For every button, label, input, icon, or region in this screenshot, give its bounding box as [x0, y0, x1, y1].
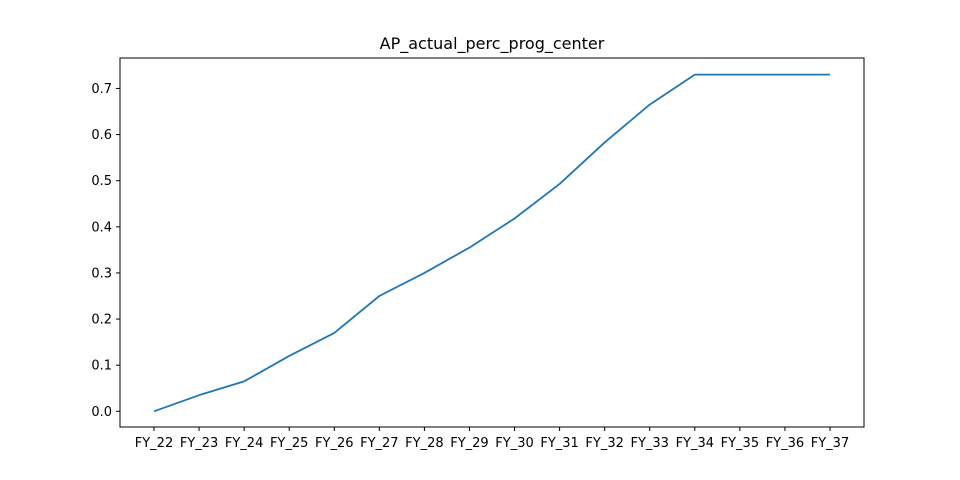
x-tick-label: FY_27	[360, 436, 398, 451]
x-tick-label: FY_26	[315, 436, 353, 451]
chart-title: AP_actual_perc_prog_center	[380, 34, 605, 54]
x-tick-label: FY_22	[135, 436, 173, 451]
x-tick-label: FY_32	[585, 436, 623, 451]
y-tick-label: 0.4	[91, 220, 112, 235]
x-tick-label: FY_25	[270, 436, 308, 451]
y-tick-label: 0.3	[91, 266, 112, 281]
x-tick-label: FY_36	[766, 436, 804, 451]
y-tick-label: 0.6	[91, 128, 112, 143]
x-tick-label: FY_23	[180, 436, 218, 451]
x-tick-label: FY_28	[405, 436, 443, 451]
plot-area-frame	[119, 57, 865, 428]
y-tick-label: 0.2	[91, 313, 112, 328]
x-tick-label: FY_34	[676, 436, 714, 451]
y-tick-label: 0.0	[91, 405, 112, 420]
x-tick-label: FY_33	[630, 436, 668, 451]
x-tick-label: FY_30	[495, 436, 533, 451]
y-axis: 0.0 0.1 0.2 0.3 0.4 0.5 0.6 0.7	[91, 82, 120, 420]
series-line	[153, 73, 830, 413]
x-axis: FY_22 FY_23 FY_24 FY_25 FY_26 FY_27 FY_28 FY_29…	[135, 427, 849, 451]
x-tick-label: FY_31	[540, 436, 578, 451]
x-tick-label: FY_29	[450, 436, 488, 451]
y-tick-label: 0.5	[91, 174, 112, 189]
x-tick-label: FY_24	[225, 436, 263, 451]
y-tick-label: 0.1	[91, 359, 112, 374]
series-layer	[153, 73, 830, 413]
y-tick-label: 0.7	[91, 82, 112, 97]
x-tick-label: FY_35	[721, 436, 759, 451]
x-tick-label: FY_37	[811, 436, 849, 451]
